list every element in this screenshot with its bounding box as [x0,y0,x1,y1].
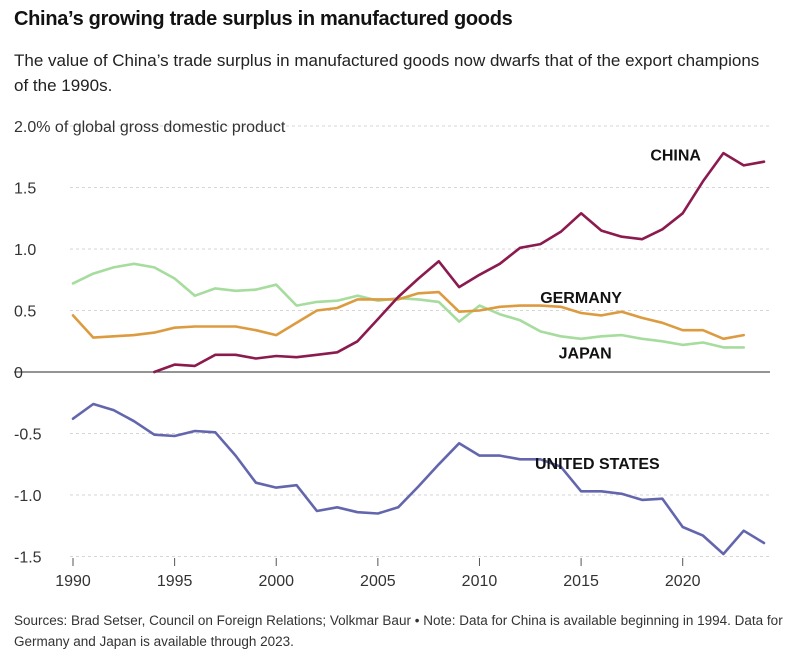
line-chart: 2.0% of global gross domestic product 1.5… [14,119,770,590]
separator-dot: • [414,613,420,628]
x-tick-label: 2000 [258,573,294,590]
x-tick-label: 2015 [563,573,599,590]
x-tick-label: 2020 [665,573,701,590]
series-label-united-states: UNITED STATES [535,456,660,473]
y-tick-label: 1.5 [14,181,36,198]
y-axis-ticks: 2.0% of global gross domestic product 1.5… [14,119,286,567]
series-lines [71,151,766,556]
x-axis-ticks: 1990 1995 2000 2005 2010 2015 2020 [55,558,701,590]
y-tick-label: 0 [14,365,23,382]
source-note: Sources: Brad Setser, Council on Foreign… [14,610,784,652]
series-line-japan [71,262,746,349]
series-label-japan: JAPAN [559,345,612,362]
x-tick-label: 2010 [462,573,498,590]
x-tick-label: 1990 [55,573,91,590]
series-labels: CHINA GERMANY JAPAN UNITED STATES [535,147,701,473]
series-line-china [153,151,766,374]
x-tick-label: 2005 [360,573,396,590]
y-tick-label: -1.0 [14,488,42,505]
chart-subtitle: The value of China’s trade surplus in ma… [14,51,760,95]
x-tick-label: 1995 [157,573,193,590]
grid-lines [70,125,770,557]
note-text: Note: Data for China is available beginn… [14,613,783,649]
sources-text: Sources: Brad Setser, Council on Foreign… [14,613,411,628]
y-axis-unit: % of global gross domestic product [36,119,286,136]
series-line-germany [71,290,746,341]
y-tick-label: 2.0% of global gross domestic product [14,119,286,136]
chart-title: China’s growing trade surplus in manufac… [14,8,513,30]
y-tick-label: 1.0 [14,242,36,259]
series-line-united-states [71,402,766,556]
series-label-china: CHINA [650,147,701,164]
series-label-germany: GERMANY [540,290,622,307]
y-tick-label: -1.5 [14,550,42,567]
y-tick-label: -0.5 [14,427,42,444]
y-tick-label: 0.5 [14,304,36,321]
